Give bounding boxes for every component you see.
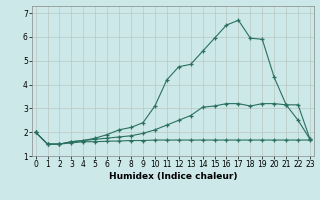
X-axis label: Humidex (Indice chaleur): Humidex (Indice chaleur) — [108, 172, 237, 181]
